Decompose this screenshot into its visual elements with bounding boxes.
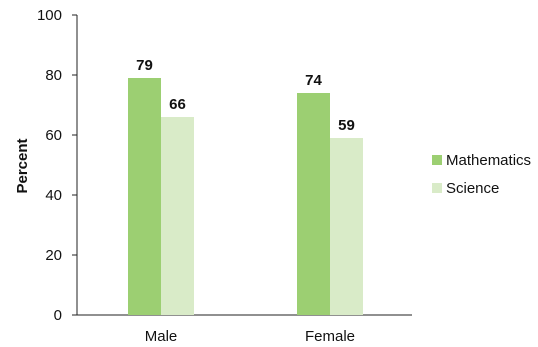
y-tick-label: 60 [45,127,62,144]
y-axis-title: Percent [14,138,31,193]
legend: Mathematics Science [432,152,531,197]
data-label-mathematics-female: 74 [305,72,322,89]
data-label-mathematics-male: 79 [136,57,153,74]
y-axis-title-group: Percent [14,138,31,193]
y-tick-label: 40 [45,187,62,204]
x-category-label-male: Male [145,328,178,345]
bars [128,78,363,315]
y-tick-label: 100 [37,7,62,24]
data-label-science-female: 59 [338,117,355,134]
data-labels: 79 66 74 59 [136,57,355,134]
bar-mathematics-male [128,78,161,315]
data-label-science-male: 66 [169,96,186,113]
bar-science-female [330,138,363,315]
legend-swatch-science [432,183,442,193]
x-category-label-female: Female [305,328,355,345]
legend-label-mathematics: Mathematics [446,152,531,169]
y-tick-label: 0 [54,307,62,324]
x-axis-categories: Male Female [145,328,355,345]
legend-label-science: Science [446,180,499,197]
y-axis-ticks: 0 20 40 60 80 100 [37,7,77,324]
y-tick-label: 20 [45,247,62,264]
bar-mathematics-female [297,93,330,315]
bar-science-male [161,117,194,315]
y-tick-label: 80 [45,67,62,84]
legend-swatch-mathematics [432,155,442,165]
